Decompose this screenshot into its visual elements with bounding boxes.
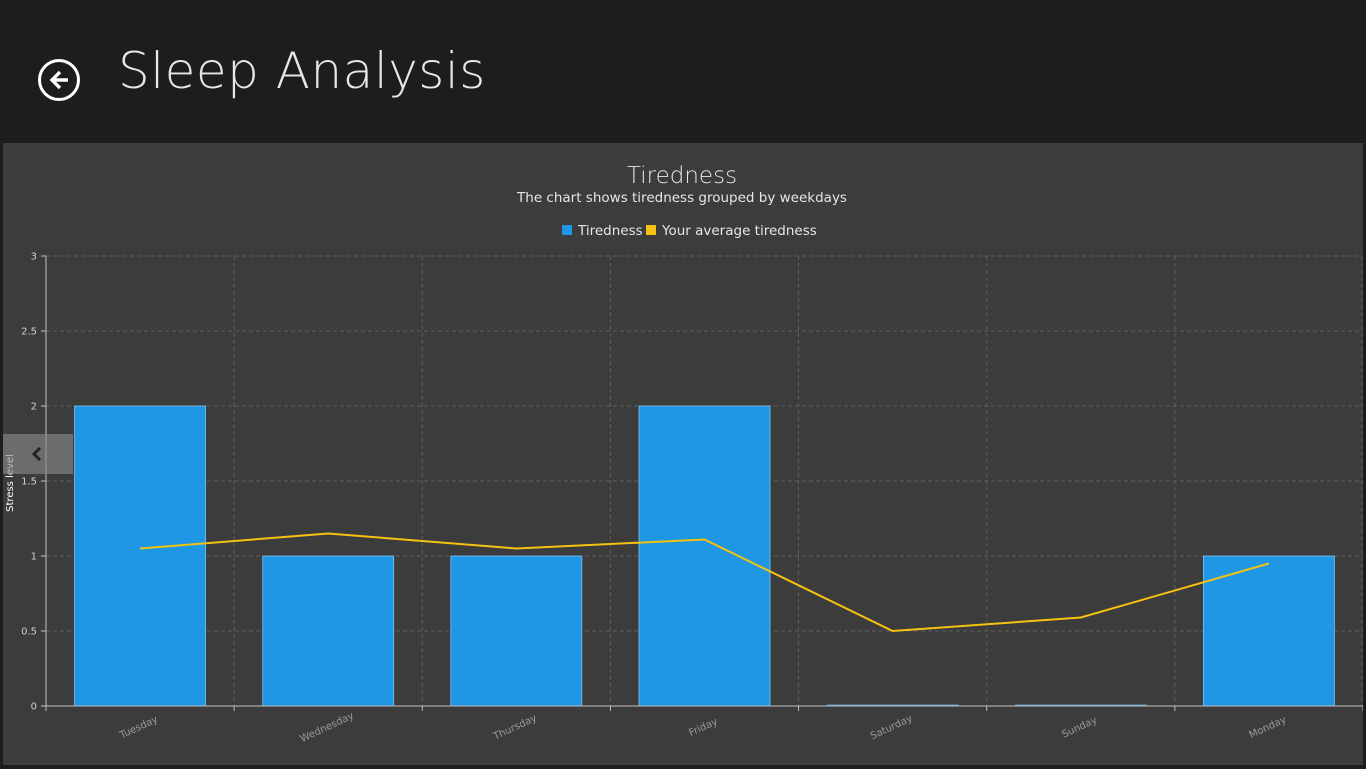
x-tick-label: Wednesday: [299, 710, 356, 744]
x-tick-label: Friday: [687, 716, 719, 739]
chart-title: Tiredness: [627, 163, 737, 189]
bar-monday: [1203, 556, 1334, 706]
bar-friday: [639, 406, 770, 706]
bar-thursday: [451, 556, 582, 706]
x-tick-label: Saturday: [869, 713, 915, 742]
tiredness-chart: Tiredness The chart shows tiredness grou…: [3, 143, 1363, 765]
x-tick-label: Monday: [1248, 714, 1289, 741]
legend-item-tiredness-swatch: [562, 225, 572, 235]
chart-subtitle: The chart shows tiredness grouped by wee…: [516, 190, 847, 206]
chart-legend: Tiredness Your average tiredness: [562, 223, 817, 239]
chart-panel: Tiredness The chart shows tiredness grou…: [3, 143, 1363, 765]
y-tick-label: 0: [31, 702, 37, 713]
collapse-panel-tab[interactable]: [3, 434, 73, 474]
y-tick-label: 2: [31, 402, 37, 413]
y-tick-label: 2.5: [21, 327, 37, 338]
arrow-left-icon: [47, 68, 71, 92]
app-header: Sleep Analysis: [0, 0, 1366, 142]
legend-item-tiredness-label: Tiredness: [577, 223, 643, 239]
chevron-left-icon: [31, 447, 43, 461]
y-tick-label: 1.5: [21, 477, 37, 488]
y-tick-label: 1: [31, 552, 37, 563]
x-tick-label: Sunday: [1060, 715, 1099, 741]
x-tick-label: Thursday: [491, 713, 539, 743]
y-tick-label: 3: [31, 252, 37, 263]
legend-item-average-swatch: [646, 225, 656, 235]
x-tick-label: Tuesday: [117, 714, 160, 742]
bar-tuesday: [75, 406, 206, 706]
y-tick-label: 0.5: [21, 627, 37, 638]
legend-item-average-label: Your average tiredness: [661, 223, 817, 239]
page-title: Sleep Analysis: [118, 46, 486, 96]
back-button[interactable]: [38, 59, 80, 101]
bar-wednesday: [263, 556, 394, 706]
